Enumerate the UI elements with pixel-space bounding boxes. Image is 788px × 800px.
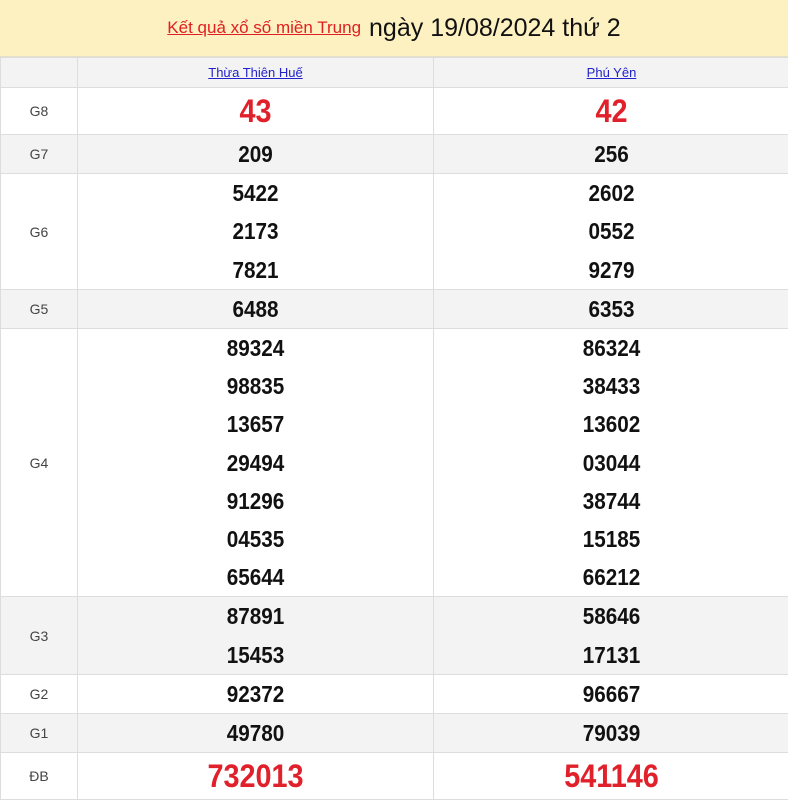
- prize-number: 96667: [452, 675, 772, 713]
- prize-cell: 209: [78, 135, 434, 174]
- prize-number: 256: [452, 135, 772, 173]
- prize-label: G7: [1, 135, 78, 174]
- prize-cell: 79039: [434, 714, 788, 753]
- prize-number: 66212: [452, 558, 772, 596]
- prize-cell: 96667: [434, 674, 788, 713]
- prize-cell: 256: [434, 135, 788, 174]
- prize-label: ĐB: [1, 753, 78, 800]
- prize-number: 209: [96, 135, 416, 173]
- prize-number: 38744: [452, 482, 772, 520]
- prize-number: 17131: [452, 636, 772, 674]
- prize-label: G8: [1, 88, 78, 135]
- prize-row-g8: G8 43 42: [1, 88, 788, 135]
- prize-label: G5: [1, 289, 78, 328]
- prize-cell: 43: [78, 88, 434, 135]
- prize-number: 732013: [96, 753, 416, 799]
- prize-label: G4: [1, 329, 78, 597]
- empty-header-cell: [1, 58, 78, 88]
- prize-number: 13657: [96, 405, 416, 443]
- prize-label: G2: [1, 674, 78, 713]
- prize-row-g5: G5 6488 6353: [1, 289, 788, 328]
- prize-number: 89324: [96, 329, 416, 367]
- prize-number: 6488: [96, 290, 416, 328]
- prize-cell: 541146: [434, 753, 788, 800]
- province-header: Phú Yên: [434, 58, 788, 88]
- prize-number: 9279: [452, 251, 772, 289]
- province-link[interactable]: Phú Yên: [587, 65, 637, 80]
- prize-label: G3: [1, 597, 78, 674]
- prize-number: 87891: [96, 597, 416, 635]
- prize-number: 42: [452, 88, 772, 134]
- prize-number: 29494: [96, 444, 416, 482]
- page-title: Kết quả xổ số miền Trung ngày 19/08/2024…: [0, 0, 788, 57]
- prize-number: 6353: [452, 290, 772, 328]
- prize-number: 2602: [452, 174, 772, 212]
- prize-number: 86324: [452, 329, 772, 367]
- prize-number: 15453: [96, 636, 416, 674]
- prize-number: 7821: [96, 251, 416, 289]
- prize-number: 541146: [452, 753, 772, 799]
- region-results-link[interactable]: Kết quả xổ số miền Trung: [167, 18, 361, 38]
- prize-label: G6: [1, 174, 78, 290]
- prize-number: 98835: [96, 367, 416, 405]
- prize-number: 5422: [96, 174, 416, 212]
- prize-number: 0552: [452, 212, 772, 250]
- prize-number: 58646: [452, 597, 772, 635]
- prize-number: 15185: [452, 520, 772, 558]
- prize-row-g7: G7 209 256: [1, 135, 788, 174]
- prize-number: 91296: [96, 482, 416, 520]
- prize-cell: 42: [434, 88, 788, 135]
- prize-number: 92372: [96, 675, 416, 713]
- prize-number: 49780: [96, 714, 416, 752]
- prize-label: G1: [1, 714, 78, 753]
- prize-cell: 49780: [78, 714, 434, 753]
- prize-number: 38433: [452, 367, 772, 405]
- prize-cell: 6353: [434, 289, 788, 328]
- province-link[interactable]: Thừa Thiên Huế: [208, 65, 302, 80]
- prize-number: 04535: [96, 520, 416, 558]
- prize-row-g1: G1 49780 79039: [1, 714, 788, 753]
- prize-number: 2173: [96, 212, 416, 250]
- prize-cell: 92372: [78, 674, 434, 713]
- prize-row-đb: ĐB 732013 541146: [1, 753, 788, 800]
- header-row: Thừa Thiên Huế Phú Yên: [1, 58, 788, 88]
- draw-date: ngày 19/08/2024 thứ 2: [369, 14, 621, 43]
- prize-number: 43: [96, 88, 416, 134]
- prize-cell: 732013: [78, 753, 434, 800]
- prize-number: 13602: [452, 405, 772, 443]
- prize-number: 65644: [96, 558, 416, 596]
- prize-cell: 6488: [78, 289, 434, 328]
- prize-number: 03044: [452, 444, 772, 482]
- province-header: Thừa Thiên Huế: [78, 58, 434, 88]
- prize-row-g2: G2 92372 96667: [1, 674, 788, 713]
- prize-number: 79039: [452, 714, 772, 752]
